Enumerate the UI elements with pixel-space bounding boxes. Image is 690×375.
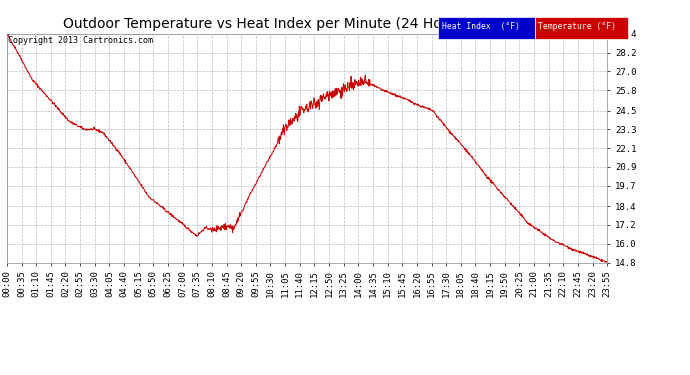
Text: Temperature (°F): Temperature (°F) [538,22,616,31]
Text: Outdoor Temperature vs Heat Index per Minute (24 Hours) 20130215: Outdoor Temperature vs Heat Index per Mi… [63,17,544,31]
Text: Heat Index  (°F): Heat Index (°F) [442,22,520,31]
Text: Copyright 2013 Cartronics.com: Copyright 2013 Cartronics.com [8,36,153,45]
